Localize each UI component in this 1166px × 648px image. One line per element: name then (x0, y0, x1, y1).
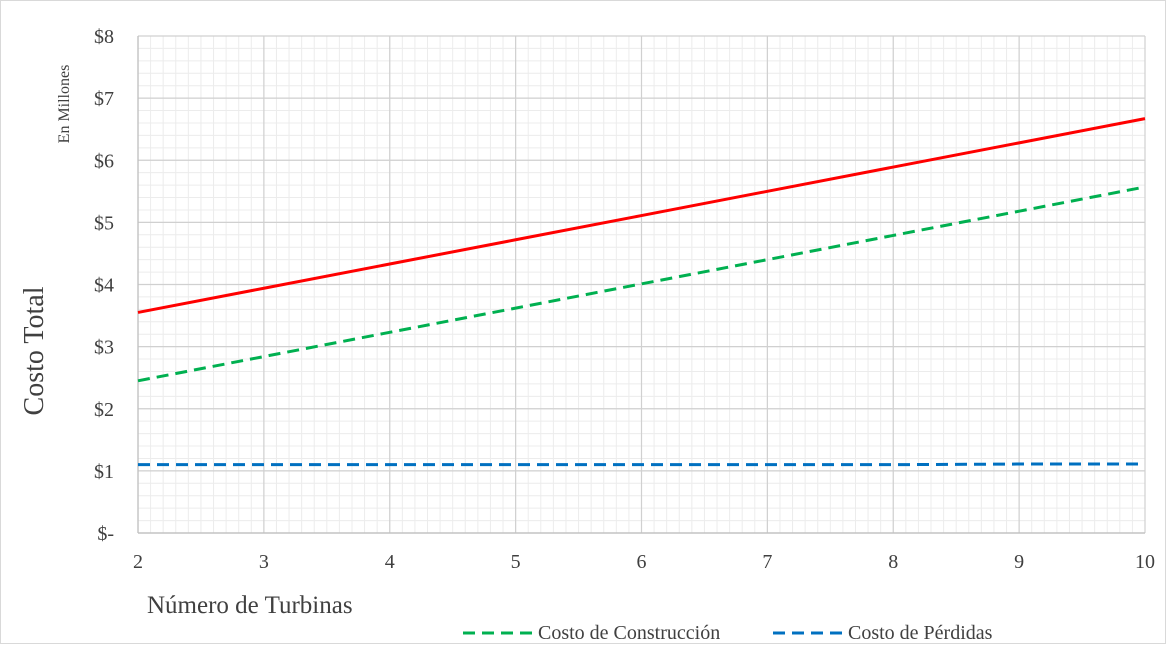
y-tick-label: $6 (94, 150, 114, 172)
x-tick-label: 10 (1135, 551, 1155, 573)
axes (137, 36, 1145, 534)
y-tick-label: $3 (94, 337, 114, 359)
y-axis-sublabel: En Millones (56, 65, 73, 144)
y-tick-label: $- (97, 523, 114, 545)
x-tick-label: 9 (1014, 551, 1024, 573)
x-tick-label: 2 (133, 551, 143, 573)
x-axis-label: Número de Turbinas (147, 592, 353, 619)
legend-label: Costo de Construcción (538, 622, 720, 643)
tick-labels: $- $1 $2 $3 $4 $5 $6 $7 $8 2 3 4 5 6 7 8 9 10 (94, 26, 1155, 573)
x-tick-label: 3 (259, 551, 269, 573)
y-tick-label: $7 (94, 88, 114, 110)
y-tick-label: $1 (94, 461, 114, 483)
x-tick-label: 5 (511, 551, 521, 573)
series-line-3 (138, 462, 1145, 467)
y-tick-label: $8 (94, 26, 114, 48)
legend-label: Costo de Pérdidas (848, 622, 993, 643)
series-lines (137, 117, 1146, 467)
series-line-1 (137, 117, 1146, 314)
x-tick-label: 8 (888, 551, 898, 573)
x-tick-label: 7 (762, 551, 772, 573)
x-tick-label: 4 (385, 551, 395, 573)
y-tick-label: $4 (94, 275, 114, 297)
legend: Costo de Construcción Costo de Pérdidas (463, 622, 993, 644)
y-tick-label: $2 (94, 399, 114, 421)
y-axis-label: Costo Total (19, 286, 50, 415)
y-tick-label: $5 (94, 212, 114, 234)
x-tick-label: 6 (637, 551, 647, 573)
